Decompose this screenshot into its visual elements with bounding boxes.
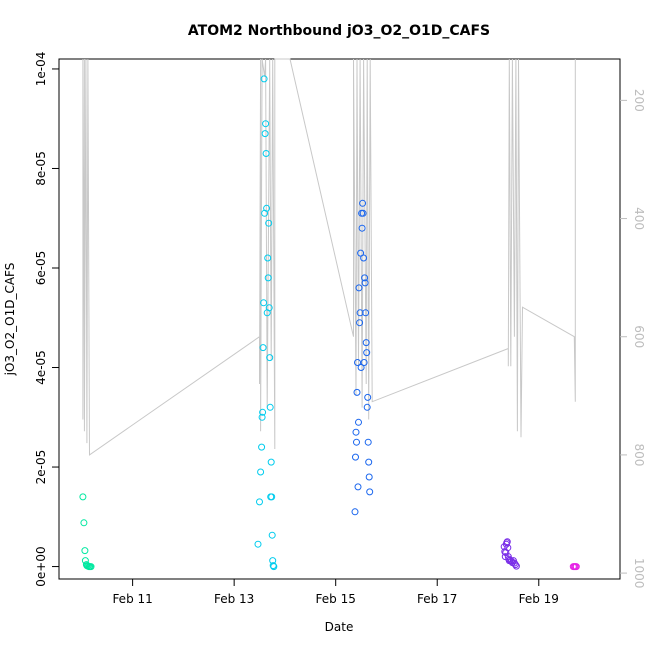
data-point-series-2: [258, 413, 266, 421]
data-point-series-2: [270, 563, 278, 571]
data-point-series-1: [81, 547, 89, 555]
data-point-series-3: [354, 483, 362, 491]
data-point-series-2: [263, 204, 271, 212]
data-point-series-4: [511, 561, 519, 569]
x-tick-label: Feb 11: [112, 592, 152, 606]
chart-title: ATOM2 Northbound jO3_O2_O1D_CAFS: [188, 23, 490, 39]
y-tick-label: 6e-05: [34, 251, 48, 286]
data-point-series-3: [358, 224, 366, 232]
data-point-series-3: [351, 508, 359, 516]
y2-tick-label: 200: [632, 89, 646, 112]
data-point-series-4: [504, 544, 512, 552]
data-point-series-2: [262, 120, 270, 128]
data-point-series-2: [257, 468, 265, 476]
data-point-series-2: [268, 531, 276, 539]
data-point-series-1: [81, 557, 89, 565]
data-point-series-3: [365, 458, 373, 466]
data-point-series-2: [267, 458, 275, 466]
data-point-series-3: [366, 488, 374, 496]
data-point-series-2: [264, 254, 272, 262]
data-point-series-2: [265, 304, 273, 312]
data-point-series-3: [363, 403, 371, 411]
x-tick-label: Feb 19: [519, 592, 559, 606]
y-tick-label: 4e-05: [34, 350, 48, 385]
data-point-series-3: [360, 359, 368, 366]
data-points: [79, 75, 580, 571]
data-point-series-2: [254, 540, 262, 548]
data-point-series-2: [266, 403, 274, 411]
data-point-series-3: [364, 438, 372, 446]
data-point-series-3: [362, 339, 370, 347]
y-tick-label: 2e-05: [34, 450, 48, 485]
data-point-series-3: [357, 249, 365, 257]
x-tick-label: Feb 15: [316, 592, 356, 606]
data-point-series-1: [80, 519, 88, 527]
data-point-series-3: [355, 418, 362, 426]
data-point-series-3: [353, 438, 360, 446]
data-point-series-3: [359, 209, 367, 217]
pressure-trace: [82, 58, 576, 456]
x-tick-label: Feb 13: [214, 592, 254, 606]
data-point-series-3: [357, 364, 365, 371]
y2-tick-label: 600: [632, 325, 646, 348]
data-point-series-2: [260, 299, 268, 307]
data-point-series-3: [363, 349, 371, 357]
data-point-series-3: [362, 309, 370, 317]
data-point-series-2: [264, 274, 272, 282]
secondary-y-axis: 200 400 600 800 1000: [620, 89, 646, 588]
data-point-series-2: [268, 493, 276, 501]
data-point-series-2: [259, 408, 267, 416]
data-point-series-3: [365, 473, 373, 481]
data-point-series-1: [79, 493, 87, 501]
y-tick-label: 8e-05: [34, 151, 48, 186]
y2-tick-label: 400: [632, 207, 646, 230]
y2-tick-label: 1000: [632, 558, 646, 589]
data-point-series-2: [260, 75, 268, 83]
data-point-series-2: [261, 130, 269, 138]
y-tick-label: 1e-04: [34, 52, 48, 87]
x-axis-label: Date: [325, 620, 354, 634]
data-point-series-3: [352, 453, 359, 461]
data-point-series-3: [354, 359, 361, 366]
data-point-series-2: [262, 150, 270, 157]
x-axis: Feb 11 Feb 13 Feb 15 Feb 17 Feb 19: [112, 579, 559, 606]
plot-frame: [58, 58, 621, 580]
data-point-series-2: [265, 219, 273, 227]
data-point-series-3: [359, 199, 367, 207]
data-point-series-1: [87, 563, 95, 571]
y-tick-label: 0e+00: [34, 546, 48, 586]
data-point-series-4: [512, 562, 520, 570]
data-point-series-3: [356, 319, 364, 327]
y2-tick-label: 800: [632, 443, 646, 466]
data-point-series-3: [361, 274, 369, 282]
data-point-series-3: [361, 279, 369, 287]
y-axis: 0e+00 2e-05 4e-05 6e-05 8e-05 1e-04: [34, 52, 59, 587]
data-point-series-3: [352, 428, 360, 436]
data-point-series-2: [266, 354, 274, 362]
y-axis-label: jO3_O2_O1D_CAFS: [3, 263, 17, 377]
data-point-series-3: [355, 284, 363, 292]
pressure-line: [82, 58, 576, 456]
data-point-series-3: [364, 393, 372, 401]
x-tick-label: Feb 17: [417, 592, 457, 606]
data-point-series-2: [258, 443, 266, 451]
data-point-series-3: [353, 388, 361, 396]
data-point-series-5: [572, 563, 580, 571]
data-point-series-3: [360, 254, 368, 262]
data-point-series-2: [256, 498, 263, 506]
data-point-series-2: [259, 344, 267, 352]
